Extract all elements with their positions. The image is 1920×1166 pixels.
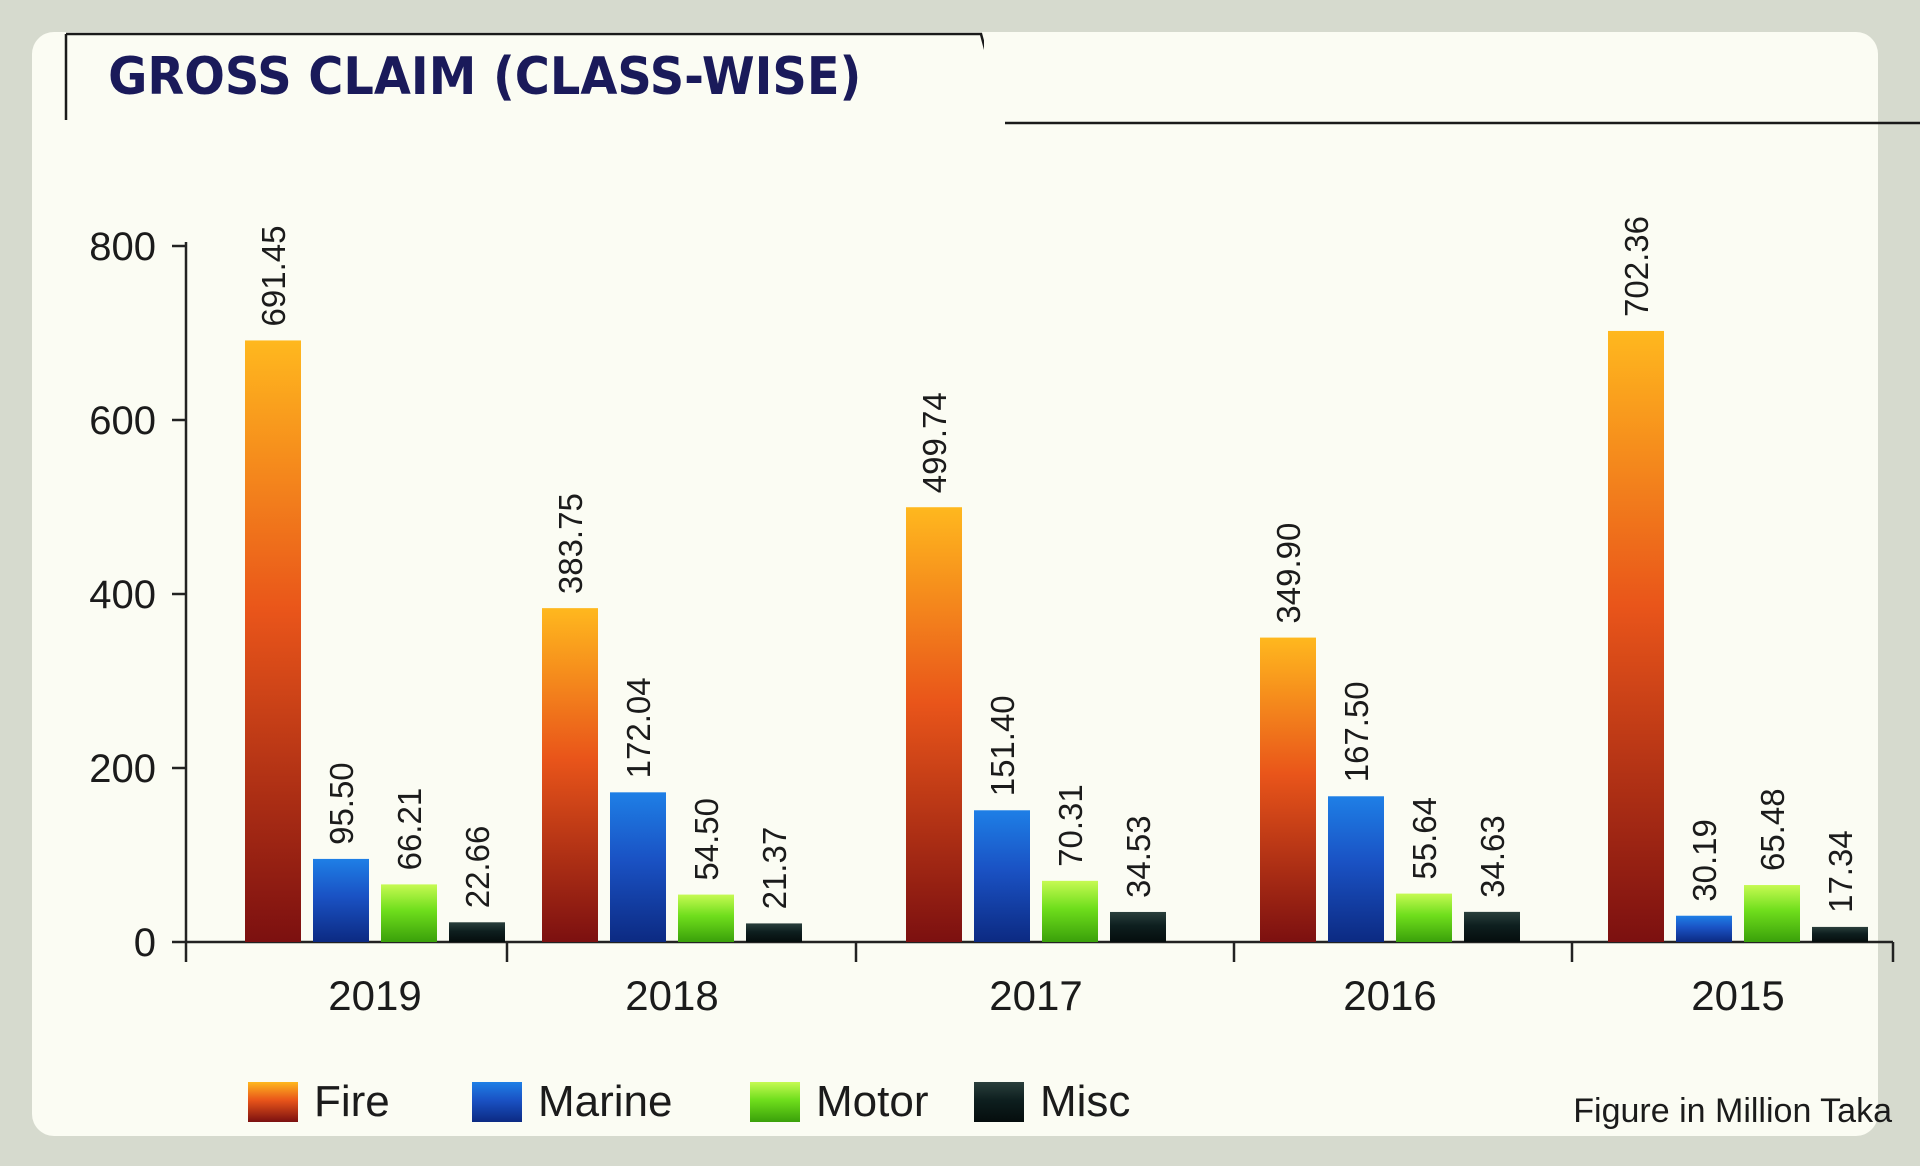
data-label-marine-2016: 167.50	[1338, 681, 1375, 782]
legend-label-fire: Fire	[314, 1077, 390, 1126]
bar-misc-2016	[1464, 911, 1520, 942]
data-label-fire-2015: 702.36	[1618, 216, 1655, 317]
bar-motor-2015	[1744, 885, 1800, 942]
data-label-fire-2019: 691.45	[255, 226, 292, 327]
data-label-motor-2017: 70.31	[1052, 784, 1089, 867]
bar-fire-2015	[1608, 330, 1664, 943]
y-tick-label: 200	[89, 747, 156, 791]
data-label-misc-2015: 17.34	[1822, 830, 1859, 913]
bar-misc-2017	[1110, 911, 1166, 942]
data-label-motor-2016: 55.64	[1406, 797, 1443, 880]
bar-marine-2019	[313, 858, 369, 942]
bar-motor-2017	[1042, 880, 1098, 942]
legend-label-motor: Motor	[816, 1077, 928, 1126]
y-tick-label: 400	[89, 573, 156, 617]
data-label-fire-2018: 383.75	[552, 493, 589, 594]
chart-title: GROSS CLAIM (CLASS-WISE)	[108, 46, 861, 106]
legend-swatch-fire	[248, 1082, 298, 1122]
data-label-fire-2017: 499.74	[916, 392, 953, 493]
y-tick-label: 800	[89, 225, 156, 269]
bar-marine-2015	[1676, 915, 1732, 942]
bar-motor-2018	[678, 894, 734, 942]
data-label-marine-2019: 95.50	[323, 762, 360, 845]
bar-fire-2019	[245, 340, 301, 943]
y-tick-label: 600	[89, 399, 156, 443]
bar-fire-2016	[1260, 637, 1316, 942]
x-tick-label: 2016	[1343, 972, 1436, 1019]
data-label-marine-2017: 151.40	[984, 695, 1021, 796]
data-label-motor-2019: 66.21	[391, 788, 428, 871]
bar-motor-2019	[381, 884, 437, 942]
legend-label-misc: Misc	[1040, 1077, 1130, 1126]
x-tick-label: 2018	[625, 972, 718, 1019]
title-banner: GROSS CLAIM (CLASS-WISE)	[64, 32, 984, 120]
data-label-motor-2018: 54.50	[688, 798, 725, 881]
bar-fire-2018	[542, 608, 598, 942]
bar-marine-2016	[1328, 796, 1384, 942]
bar-misc-2019	[449, 922, 505, 942]
legend-swatch-misc	[974, 1082, 1024, 1122]
bar-misc-2015	[1812, 926, 1868, 942]
data-label-misc-2016: 34.63	[1474, 815, 1511, 898]
bar-marine-2017	[974, 810, 1030, 942]
data-label-marine-2015: 30.19	[1686, 819, 1723, 902]
legend-swatch-motor	[750, 1082, 800, 1122]
y-tick-label: 0	[134, 921, 156, 965]
bar-misc-2018	[746, 923, 802, 942]
unit-note: Figure in Million Taka	[1573, 1092, 1892, 1130]
data-label-misc-2019: 22.66	[459, 826, 496, 909]
bar-fire-2017	[906, 507, 962, 942]
x-tick-label: 2015	[1691, 972, 1784, 1019]
bar-marine-2018	[610, 792, 666, 942]
data-label-misc-2017: 34.53	[1120, 815, 1157, 898]
bar-motor-2016	[1396, 893, 1452, 942]
data-label-marine-2018: 172.04	[620, 677, 657, 778]
data-label-fire-2016: 349.90	[1270, 523, 1307, 624]
legend-label-marine: Marine	[538, 1077, 673, 1126]
data-label-misc-2018: 21.37	[756, 827, 793, 910]
data-label-motor-2015: 65.48	[1754, 788, 1791, 871]
x-tick-label: 2019	[328, 972, 421, 1019]
legend-swatch-marine	[472, 1082, 522, 1122]
x-tick-label: 2017	[989, 972, 1082, 1019]
